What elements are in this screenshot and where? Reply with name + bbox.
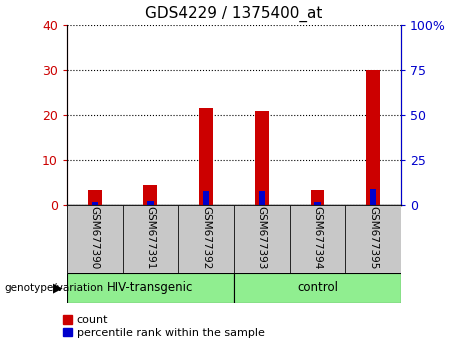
Bar <box>290 205 345 273</box>
Text: GSM677390: GSM677390 <box>90 206 100 269</box>
Bar <box>345 205 401 273</box>
Bar <box>147 201 154 205</box>
Bar <box>123 205 178 273</box>
Bar <box>255 110 269 205</box>
Bar <box>203 191 209 205</box>
Bar <box>178 205 234 273</box>
Text: GSM677393: GSM677393 <box>257 206 267 269</box>
Text: GSM677395: GSM677395 <box>368 206 378 269</box>
Text: GSM677394: GSM677394 <box>313 206 323 269</box>
Bar <box>92 202 98 205</box>
Bar <box>366 70 380 205</box>
Bar <box>314 202 321 205</box>
Legend: count, percentile rank within the sample: count, percentile rank within the sample <box>63 315 265 338</box>
Text: ▶: ▶ <box>53 281 62 294</box>
Text: HIV-transgenic: HIV-transgenic <box>107 281 194 294</box>
Title: GDS4229 / 1375400_at: GDS4229 / 1375400_at <box>145 6 323 22</box>
Bar <box>67 205 123 273</box>
Text: GSM677391: GSM677391 <box>145 206 155 269</box>
Text: genotype/variation: genotype/variation <box>5 282 104 293</box>
Bar <box>234 273 401 303</box>
Bar <box>143 185 157 205</box>
Bar <box>259 191 265 205</box>
Bar <box>370 189 376 205</box>
Bar <box>67 273 234 303</box>
Bar <box>88 189 102 205</box>
Text: GSM677392: GSM677392 <box>201 206 211 269</box>
Bar <box>199 108 213 205</box>
Bar <box>311 189 325 205</box>
Text: control: control <box>297 281 338 294</box>
Bar <box>234 205 290 273</box>
